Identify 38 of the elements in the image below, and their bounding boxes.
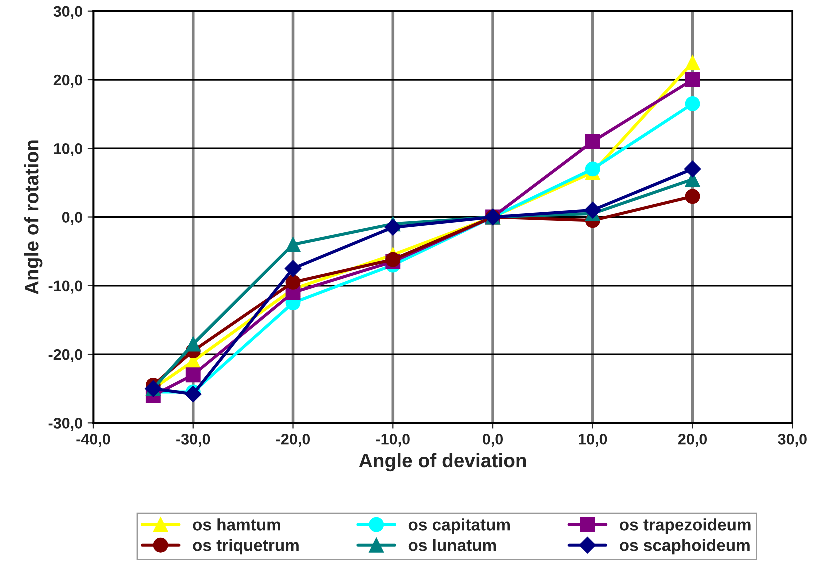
- x-tick-label: 30,0: [778, 434, 807, 448]
- y-tick-label: -10,0: [48, 280, 82, 294]
- point: [584, 202, 602, 219]
- x-tick-label: 10,0: [579, 434, 608, 448]
- y-tick-label: 30,0: [54, 6, 82, 20]
- point: [284, 260, 302, 278]
- legend-label: os scaphoideum: [620, 539, 750, 555]
- point: [185, 386, 202, 403]
- x-tick-label: -20,0: [276, 434, 310, 448]
- y-axis-title: Angle of rotation: [24, 140, 43, 295]
- y-tick-label: -20,0: [48, 349, 82, 362]
- point: [384, 219, 402, 236]
- y-tick-label: -30,0: [48, 418, 82, 432]
- x-tick-label: 20,0: [678, 434, 708, 448]
- point: [585, 162, 600, 177]
- point: [685, 189, 700, 204]
- y-tick-label: 0,0: [62, 212, 82, 226]
- x-tick-label: -40,0: [76, 434, 110, 448]
- x-axis-title: Angle of deviation: [359, 453, 526, 472]
- point: [685, 72, 700, 88]
- point: [585, 134, 600, 150]
- point: [684, 160, 702, 178]
- legend-label: os hamtum: [193, 518, 280, 531]
- point: [186, 336, 201, 352]
- point: [286, 237, 301, 252]
- point: [685, 55, 700, 70]
- legend-label: os trapezoideum: [620, 518, 751, 534]
- point: [685, 96, 700, 112]
- y-tick-label: 20,0: [54, 74, 82, 88]
- legend-label: os lunatum: [408, 539, 496, 552]
- point: [286, 274, 301, 290]
- legend-label: os triquetrum: [193, 539, 299, 555]
- x-tick-label: -10,0: [376, 434, 410, 448]
- x-tick-label: 0,0: [483, 434, 504, 448]
- y-tick-label: 10,0: [54, 143, 82, 157]
- point: [186, 368, 201, 383]
- legend-label: os capitatum: [408, 518, 510, 534]
- x-tick-label: -30,0: [176, 434, 210, 448]
